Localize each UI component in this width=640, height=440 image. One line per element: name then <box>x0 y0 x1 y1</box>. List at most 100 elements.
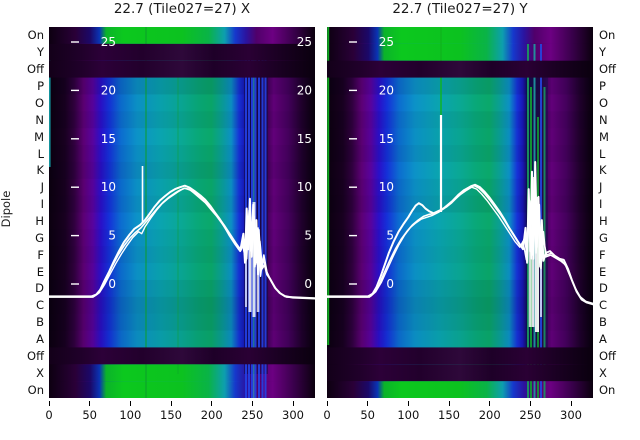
svg-text:5: 5 <box>108 229 116 243</box>
x-tick-mark <box>129 401 131 406</box>
row-label: G <box>35 230 44 245</box>
svg-text:15: 15 <box>297 132 312 146</box>
row-label: C <box>35 298 44 313</box>
row-label: X <box>599 365 607 380</box>
row-label: D <box>599 281 608 296</box>
x-tick-label: 300 <box>282 408 304 422</box>
svg-text:25: 25 <box>101 35 116 49</box>
row-label: F <box>599 247 606 262</box>
row-label: M <box>599 129 609 144</box>
row-label: O <box>599 95 609 110</box>
svg-text:5: 5 <box>386 229 394 243</box>
heatmap-layer <box>327 27 593 398</box>
row-label: L <box>37 146 44 161</box>
curve-layer <box>49 184 315 300</box>
row-label: G <box>599 230 608 245</box>
svg-text:10: 10 <box>101 180 116 194</box>
x-tick-label: 200 <box>478 408 501 422</box>
x-tick-label: 50 <box>82 408 97 422</box>
x-tick-mark <box>448 401 450 406</box>
row-label: E <box>36 264 44 279</box>
heatmap-layer <box>49 27 315 398</box>
row-label: I <box>599 197 603 212</box>
row-label: Off <box>599 62 616 77</box>
x-tick-label: 200 <box>200 408 223 422</box>
row-label: On <box>599 382 616 397</box>
heatmap-panel-y: 25 20 15 10 5 0 <box>327 27 593 398</box>
row-label: Y <box>36 45 44 60</box>
row-label: Off <box>599 348 616 363</box>
row-label: K <box>36 163 44 178</box>
row-label: J <box>40 180 44 195</box>
x-tick-label: 150 <box>160 408 182 422</box>
svg-text:20: 20 <box>379 83 394 97</box>
x-tick-label: 100 <box>119 408 142 422</box>
x-tick-mark <box>170 401 172 406</box>
beam-trace <box>49 187 315 299</box>
x-tick-mark <box>326 401 328 406</box>
curve-layer <box>327 161 593 306</box>
row-label: X <box>36 365 44 380</box>
panel-title-y: 22.7 (Tile027=27) Y <box>392 1 528 17</box>
row-label: B <box>599 315 607 330</box>
row-label: Off <box>27 348 44 363</box>
x-tick-mark <box>251 401 253 406</box>
x-tick-mark <box>529 401 531 406</box>
svg-text:0: 0 <box>304 277 312 291</box>
row-label: B <box>36 315 44 330</box>
x-tick-mark <box>367 401 369 406</box>
svg-text:15: 15 <box>379 132 394 146</box>
inner-ytick-labels: 25 20 15 10 5 0 <box>349 35 394 291</box>
row-label: I <box>40 197 44 212</box>
row-label: H <box>35 213 44 228</box>
svg-text:10: 10 <box>379 180 394 194</box>
row-label: On <box>27 382 44 397</box>
x-tick-label: 100 <box>397 408 420 422</box>
row-label: On <box>599 28 616 43</box>
x-tick-label: 150 <box>438 408 460 422</box>
row-label: E <box>599 264 607 279</box>
row-label: A <box>599 332 607 346</box>
svg-text:25: 25 <box>297 35 312 49</box>
svg-text:10: 10 <box>297 180 312 194</box>
x-tick-label: 0 <box>323 408 331 422</box>
row-label: K <box>599 163 607 178</box>
panel-title-x: 22.7 (Tile027=27) X <box>113 1 251 17</box>
x-tick-label: 300 <box>560 408 582 422</box>
row-label: P <box>599 79 606 93</box>
svg-text:20: 20 <box>101 83 116 97</box>
row-label: Y <box>599 45 607 60</box>
row-label: F <box>37 247 44 262</box>
row-label: C <box>599 298 608 313</box>
x-tick-label: 50 <box>360 408 375 422</box>
x-tick-mark <box>211 401 213 406</box>
x-tick-label: 250 <box>241 408 264 422</box>
x-tick-mark <box>89 401 91 406</box>
beam-trace <box>327 186 593 305</box>
x-tick-mark <box>48 401 50 406</box>
row-label: J <box>599 180 603 195</box>
x-tick-label: 0 <box>45 408 53 422</box>
x-tick-mark <box>570 401 572 406</box>
svg-text:25: 25 <box>379 35 394 49</box>
svg-text:0: 0 <box>386 277 394 291</box>
inner-ytick-labels: 25 25 20 20 15 15 10 10 5 5 0 0 <box>71 35 312 291</box>
row-label: P <box>37 79 44 93</box>
x-tick-mark <box>407 401 409 406</box>
heatmap-panel-x: 25 25 20 20 15 15 10 10 5 5 0 0 <box>49 27 315 398</box>
svg-text:15: 15 <box>101 132 116 146</box>
row-label: A <box>36 332 44 346</box>
row-label: N <box>35 112 44 127</box>
row-label: Off <box>27 62 44 77</box>
x-tick-mark <box>489 401 491 406</box>
svg-text:0: 0 <box>108 277 116 291</box>
x-tick-label: 250 <box>519 408 542 422</box>
row-label: N <box>599 112 608 127</box>
row-label: M <box>34 129 44 144</box>
row-label: H <box>599 213 608 228</box>
row-label: O <box>34 95 44 110</box>
row-label: L <box>599 146 606 161</box>
svg-text:5: 5 <box>304 229 312 243</box>
row-label: D <box>35 281 44 296</box>
